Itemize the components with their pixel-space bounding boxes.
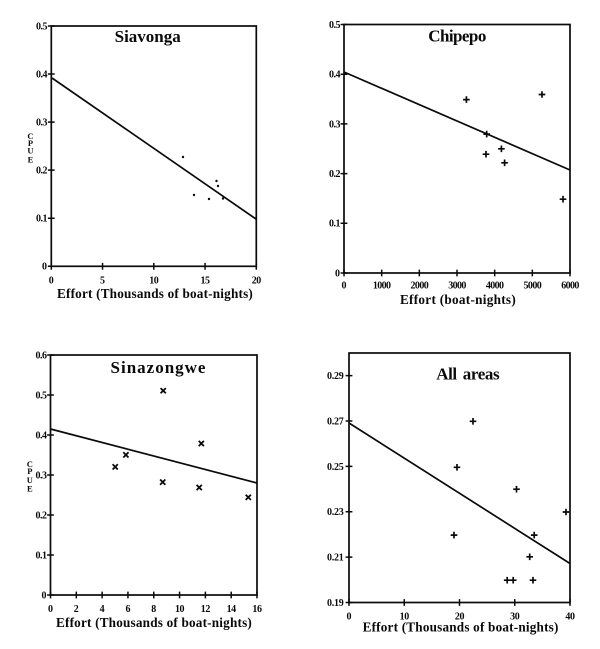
svg-text:6000: 6000 [561,280,579,291]
svg-text:0.23: 0.23 [327,507,344,518]
svg-text:0: 0 [48,604,53,615]
svg-text:U: U [27,475,33,485]
svg-text:0.2: 0.2 [329,169,341,180]
svg-text:0.3: 0.3 [36,470,48,481]
svg-text:8: 8 [151,604,156,615]
svg-text:0.4: 0.4 [36,69,48,80]
svg-text:0.25: 0.25 [327,462,344,473]
svg-text:P: P [27,466,32,476]
svg-text:2000: 2000 [411,280,429,291]
svg-text:2: 2 [74,604,79,615]
svg-text:0.5: 0.5 [36,21,48,32]
svg-text:0: 0 [347,611,352,622]
svg-text:0.19: 0.19 [327,598,344,609]
svg-text:0.3: 0.3 [36,118,48,129]
svg-text:0: 0 [335,268,340,279]
svg-text:10: 10 [149,275,159,286]
svg-text:Effort (Thousands of boat-nigh: Effort (Thousands of boat-nights) [57,286,253,301]
svg-text:15: 15 [200,275,210,286]
svg-text:U: U [27,146,33,156]
svg-text:0.1: 0.1 [36,550,48,561]
svg-text:6: 6 [125,604,130,615]
svg-text:20: 20 [455,611,465,622]
svg-text:0.6: 0.6 [36,350,48,361]
svg-text:0: 0 [42,590,47,601]
svg-text:0: 0 [342,280,347,291]
svg-text:1000: 1000 [373,280,391,291]
svg-text:0.1: 0.1 [36,214,48,225]
svg-text:3000: 3000 [448,280,466,291]
svg-text:P: P [28,138,33,148]
svg-text:Effort (Thousands of boat-nigh: Effort (Thousands of boat-nights) [363,620,559,635]
svg-text:10: 10 [175,604,185,615]
svg-text:0.2: 0.2 [36,510,48,521]
svg-text:Effort (Thousands of boat-nigh: Effort (Thousands of boat-nights) [56,615,252,630]
svg-text:0.2: 0.2 [36,166,48,177]
svg-text:Sinazongwe: Sinazongwe [111,358,207,377]
svg-text:0.5: 0.5 [329,20,341,31]
svg-text:30: 30 [510,611,520,622]
svg-text:0: 0 [49,275,54,286]
svg-text:5: 5 [100,275,105,286]
svg-text:0.21: 0.21 [327,553,344,564]
svg-text:0.1: 0.1 [329,219,341,230]
svg-text:C: C [27,131,33,141]
svg-text:10: 10 [400,611,410,622]
svg-text:C: C [27,459,33,469]
svg-text:4000: 4000 [486,280,504,291]
svg-text:16: 16 [252,604,262,615]
svg-text:0.27: 0.27 [327,417,344,428]
svg-text:20: 20 [252,275,262,286]
svg-text:0.3: 0.3 [329,119,341,130]
svg-text:E: E [28,155,34,165]
svg-text:Effort (boat-nights): Effort (boat-nights) [400,292,516,307]
svg-text:0.29: 0.29 [327,371,344,382]
svg-text:E: E [27,484,33,494]
svg-text:12: 12 [201,604,211,615]
svg-text:0.5: 0.5 [36,390,48,401]
svg-text:0: 0 [42,262,47,273]
svg-text:0.4: 0.4 [36,430,48,441]
svg-text:Chipepo: Chipepo [428,27,486,46]
svg-text:4: 4 [100,604,105,615]
svg-text:0.4: 0.4 [329,70,341,81]
svg-text:Siavonga: Siavonga [115,27,182,46]
svg-text:5000: 5000 [524,280,542,291]
svg-text:40: 40 [565,611,575,622]
svg-text:14: 14 [227,604,237,615]
svg-text:All areas: All areas [436,365,500,384]
